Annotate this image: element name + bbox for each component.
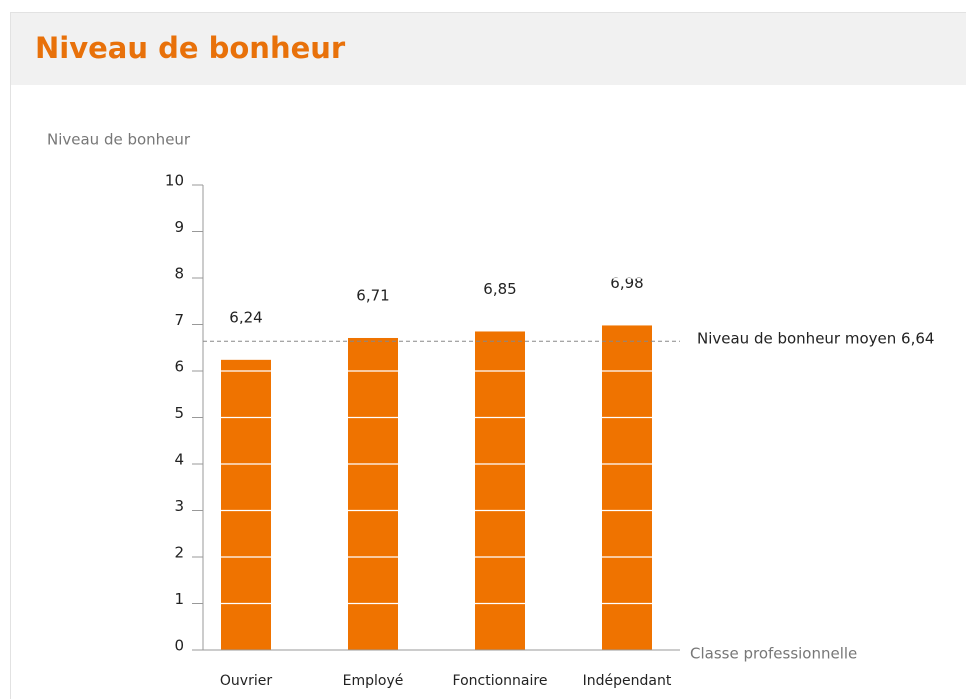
- y-tick-label: 1: [174, 590, 184, 608]
- y-axis-label: Niveau de bonheur: [47, 131, 191, 149]
- y-tick-label: 5: [174, 404, 184, 422]
- bar: [221, 359, 271, 650]
- y-tick-label: 9: [174, 218, 184, 236]
- y-tick-label: 2: [174, 544, 184, 562]
- card-header: Niveau de bonheur: [11, 13, 966, 85]
- y-tick-label: 4: [174, 451, 184, 469]
- x-tick-label: Ouvrier: [220, 673, 272, 689]
- bar: [475, 331, 525, 650]
- average-label: Niveau de bonheur moyen 6,64: [697, 330, 934, 348]
- y-tick-label: 0: [174, 637, 184, 655]
- value-label: 6,71: [356, 286, 389, 304]
- value-label: 6,85: [483, 280, 516, 298]
- y-tick-label: 7: [174, 311, 184, 329]
- y-tick-label: 8: [174, 265, 184, 283]
- x-tick-label: Employé: [343, 673, 404, 689]
- value-label: 6,24: [229, 308, 262, 326]
- x-tick-label: Indépendant: [583, 673, 672, 689]
- y-tick-label: 6: [174, 358, 184, 376]
- card-title: Niveau de bonheur: [35, 31, 346, 65]
- y-tick-label: 10: [165, 172, 184, 190]
- value-label: 6,98: [610, 274, 643, 292]
- bar: [602, 325, 652, 650]
- y-tick-label: 3: [174, 497, 184, 515]
- bar: [348, 337, 398, 650]
- x-tick-label: Fonctionnaire: [453, 673, 548, 689]
- x-axis-label: Classe professionnelle: [690, 645, 857, 663]
